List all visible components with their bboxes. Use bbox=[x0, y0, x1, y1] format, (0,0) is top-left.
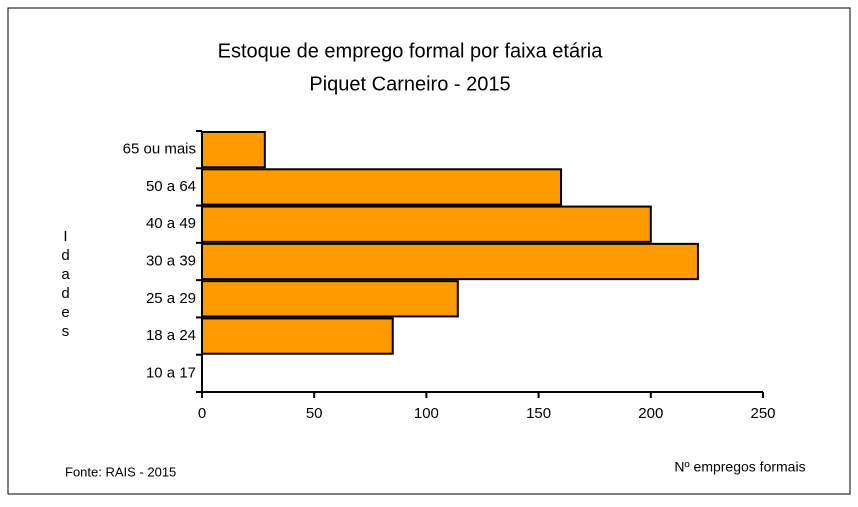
x-tick-label: 50 bbox=[306, 405, 323, 422]
y-tick-label: 40 a 49 bbox=[146, 215, 196, 232]
y-tick-label: 18 a 24 bbox=[146, 327, 196, 344]
x-tick-label: 200 bbox=[638, 405, 663, 422]
x-tick-label: 250 bbox=[750, 405, 775, 422]
source-note: Fonte: RAIS - 2015 bbox=[65, 464, 176, 479]
x-axis-label: Nº empregos formais bbox=[674, 459, 805, 475]
bar bbox=[201, 317, 394, 355]
y-tick-label: 10 a 17 bbox=[146, 364, 196, 381]
chart-title: Estoque de emprego formal por faixa etár… bbox=[218, 40, 604, 62]
x-tick-label: 100 bbox=[414, 405, 439, 422]
bar bbox=[201, 280, 459, 318]
y-axis-label: Idades bbox=[57, 228, 74, 342]
bar bbox=[201, 205, 652, 243]
y-tick-label: 50 a 64 bbox=[146, 178, 196, 195]
x-tick-label: 150 bbox=[526, 405, 551, 422]
y-tick-label: 65 ou mais bbox=[123, 141, 196, 158]
bar bbox=[201, 131, 266, 169]
x-tick-label: 0 bbox=[198, 405, 206, 422]
bar bbox=[201, 242, 699, 281]
y-tick-label: 30 a 39 bbox=[146, 252, 196, 269]
y-tick-label: 25 a 29 bbox=[146, 290, 196, 307]
bar bbox=[201, 168, 563, 206]
chart-subtitle: Piquet Carneiro - 2015 bbox=[309, 73, 510, 95]
